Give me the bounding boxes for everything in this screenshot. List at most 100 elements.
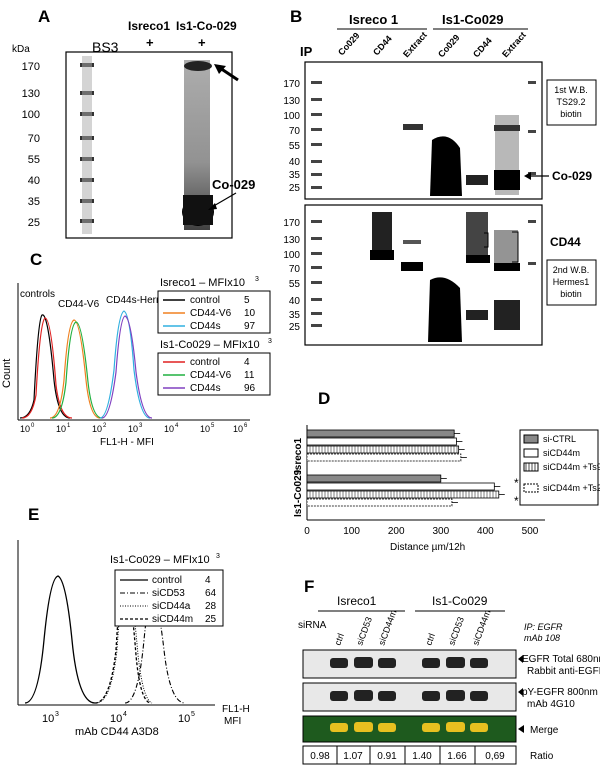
svg-text:10: 10 (92, 424, 102, 434)
b-extract-band (403, 124, 423, 130)
f-ip-1: IP: EGFR (524, 622, 563, 632)
mw-b-top: 170 130 100 70 55 40 35 25 (283, 79, 300, 194)
svg-text:10: 10 (164, 424, 174, 434)
d-tick: 300 (432, 526, 449, 537)
panel-a: A kDa BS3 Isreco1 Is1-Co-029 + + 170 130… (12, 7, 255, 239)
ip-label: IP (300, 44, 313, 59)
ladder-b-top (311, 81, 536, 189)
ladder-a (80, 56, 94, 234)
svg-text:4: 4 (175, 423, 179, 429)
d-bar-isreco1-3 (306, 453, 462, 462)
d-bar-isreco1-0 (306, 429, 455, 438)
d-tick: 100 (343, 526, 360, 537)
svg-text:96: 96 (244, 383, 256, 394)
svg-text:0: 0 (31, 423, 35, 429)
panel-e: E Is1-Co029 – MFIx10 3 control 4 siCD53 64… (17, 505, 250, 738)
svg-text:3: 3 (139, 423, 143, 429)
svg-text:CD44: CD44 (371, 34, 394, 58)
panel-c-ylabel: Count (1, 359, 13, 388)
f-sirna: siRNA (298, 620, 327, 631)
f-ratio-label: Ratio (530, 751, 554, 762)
c-ticks: 10 0 10 1 10 2 10 3 10 4 10 5 10 6 (20, 423, 248, 434)
svg-text:25: 25 (289, 183, 301, 194)
curve-c-cd44s-2 (101, 315, 153, 419)
svg-text:CD44s: CD44s (190, 383, 221, 394)
svg-text:170: 170 (283, 79, 300, 90)
svg-text:10: 10 (233, 424, 243, 434)
b-co029-smear (430, 136, 462, 196)
mw-b-bottom: 170 130 100 70 55 40 35 25 (283, 218, 300, 333)
svg-text:siCD44m: siCD44m (470, 608, 492, 646)
svg-text:0,69: 0,69 (485, 751, 505, 762)
svg-text:5: 5 (191, 711, 195, 718)
svg-text:6: 6 (244, 423, 248, 429)
curve-e-control (24, 575, 96, 704)
co029-label-a: Co-029 (212, 177, 255, 192)
svg-text:10: 10 (56, 424, 66, 434)
e-mfi: MFI (224, 716, 241, 727)
svg-text:64: 64 (205, 588, 217, 599)
panel-a-kda: kDa (12, 44, 30, 55)
svg-text:3: 3 (216, 553, 220, 560)
band-170 (184, 61, 212, 71)
svg-text:10: 10 (128, 424, 138, 434)
d-star-1: * (514, 476, 519, 490)
svg-text:Extract: Extract (500, 30, 528, 59)
svg-text:55: 55 (289, 279, 301, 290)
svg-text:100: 100 (283, 111, 300, 122)
d-bar-is1co029-3 (306, 498, 453, 507)
svg-text:130: 130 (22, 88, 40, 100)
svg-text:100: 100 (283, 250, 300, 261)
d-group-is1co029: Is1-Co029 (293, 469, 304, 517)
svg-text:25: 25 (289, 322, 301, 333)
svg-text:40: 40 (28, 175, 40, 187)
panel-c: C Count controls CD44-V6 CD44s-Hermes1 I… (1, 250, 272, 448)
curve-c-v6-1 (49, 319, 101, 419)
f-lanes: ctrl siCD53 siCD44m ctrl siCD53 siCD44m (332, 608, 492, 646)
legend1: control 5 CD44-V6 10 CD44s 97 (163, 295, 256, 332)
svg-text:1st W.B.: 1st W.B. (554, 85, 588, 95)
svg-text:40: 40 (289, 157, 301, 168)
svg-text:si-CTRL: si-CTRL (543, 434, 576, 444)
group-isreco: Isreco 1 (349, 12, 398, 27)
e-fl1h: FL1-H (222, 704, 250, 715)
svg-text:10: 10 (42, 713, 54, 725)
svg-text:70: 70 (28, 133, 40, 145)
legend2: control 4 CD44-V6 11 CD44s 96 (163, 357, 256, 394)
f-ratios: 0.98 1.07 0.91 1.40 1.66 0,69 (310, 751, 505, 762)
svg-text:55: 55 (28, 154, 40, 166)
d-tick: 500 (522, 526, 539, 537)
d-star-2: * (514, 494, 519, 508)
curve-c-control-1 (19, 314, 71, 419)
svg-text:4: 4 (205, 575, 211, 586)
svg-text:55: 55 (289, 141, 301, 152)
svg-text:3: 3 (55, 711, 59, 718)
d-bars (306, 429, 505, 507)
svg-text:control: control (152, 575, 182, 586)
panel-d: D 0 100 200 300 400 500 Distance µm/12h … (293, 389, 600, 553)
plus-2: + (198, 35, 206, 50)
f-blot1-l2: Rabbit anti-EGFR (527, 666, 600, 677)
panel-f-letter: F (304, 577, 314, 596)
mw-a: 170 130 100 70 55 40 35 25 (22, 61, 40, 229)
cd44-label-b: CD44 (550, 235, 581, 249)
svg-text:130: 130 (283, 96, 300, 107)
f-ip-2: mAb 108 (524, 633, 560, 643)
lanes-b: Co029 CD44 Extract Co029 CD44 Extract (336, 30, 528, 59)
svg-text:1.40: 1.40 (412, 751, 432, 762)
svg-text:70: 70 (289, 264, 301, 275)
svg-text:40: 40 (289, 296, 301, 307)
co029-label-b: Co-029 (552, 169, 592, 183)
label-cd44v6: CD44-V6 (58, 299, 100, 310)
svg-text:4: 4 (244, 357, 250, 368)
svg-text:ctrl: ctrl (423, 632, 437, 647)
svg-text:25: 25 (28, 217, 40, 229)
group-is1co029: Is1-Co029 (442, 12, 503, 27)
d-group-isreco1: Isreco1 (293, 438, 304, 473)
svg-text:biotin: biotin (560, 109, 582, 119)
svg-text:siCD44m +Ts9: siCD44m +Ts9 (543, 462, 600, 472)
svg-text:siCD44m: siCD44m (543, 448, 580, 458)
svg-text:biotin: biotin (560, 289, 582, 299)
panel-a-letter: A (38, 7, 50, 26)
